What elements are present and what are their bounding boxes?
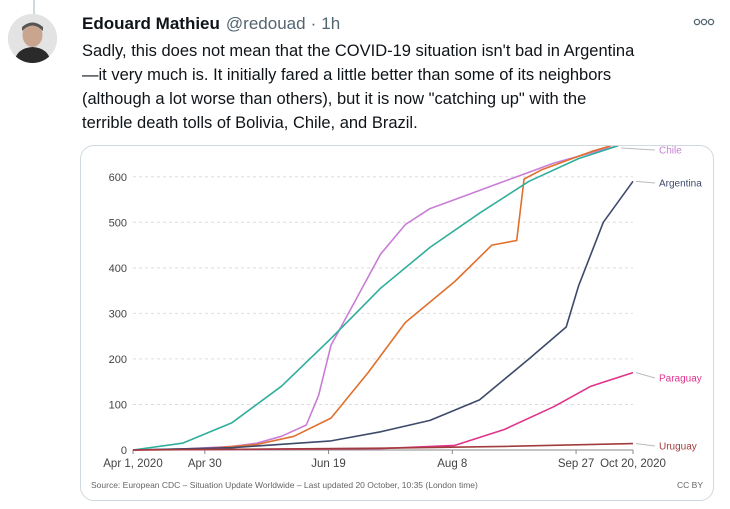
avatar[interactable] [8,14,57,63]
series-label-paraguay: Paraguay [659,374,702,385]
x-tick-label: Jun 19 [311,458,346,470]
label-leader [635,443,656,447]
y-tick-label: 0 [121,445,127,457]
x-tick-label: Apr 30 [188,458,222,470]
chart-grid [133,176,633,451]
series-line-chile [132,146,619,451]
x-tick-label: Oct 20, 2020 [600,458,666,470]
x-tick-label: Aug 8 [437,458,467,470]
x-axis: Apr 1, 2020 Apr 30 Jun 19 Aug 8 Sep 27 Oct 20… [103,449,666,470]
label-leader [621,147,656,151]
y-tick-label: 300 [109,308,127,320]
y-tick-label: 600 [109,172,127,184]
author-handle[interactable]: @redouad [225,14,306,33]
chart-card[interactable]: 0 100 200 300 400 500 600 Apr 1, 2020 Apr 30 Jun… [80,145,714,501]
y-tick-label: 200 [109,354,127,366]
y-tick-label: 400 [109,263,127,275]
series-labels: Chile Argentina Paraguay Uruguay [621,146,702,453]
tweet-text: Sadly, this does not mean that the COVID… [82,42,635,132]
avatar-image [8,14,57,63]
separator-dot: · [310,14,317,33]
tweet-time[interactable]: 1h [321,14,341,33]
tweet-header: Edouard Mathieu @redouad · 1h [82,12,720,36]
series-line-uruguay [132,442,634,451]
chart: 0 100 200 300 400 500 600 Apr 1, 2020 Apr 30 Jun… [91,146,703,490]
series-line-paraguay [132,371,634,451]
series-line-bolivia [132,146,611,451]
series-lines [132,146,634,451]
chart-source: Source: European CDC – Situation Update … [91,480,478,490]
author-name[interactable]: Edouard Mathieu [82,14,220,33]
thread-line [33,0,35,14]
x-tick-label: Sep 27 [558,458,594,470]
chart-license[interactable]: CC BY [677,480,703,490]
y-axis-ticks: 0 100 200 300 400 500 600 [109,172,127,457]
more-icon-glyph [693,18,715,26]
label-leader [635,372,656,379]
more-icon[interactable] [692,10,716,30]
label-leader [635,180,656,184]
series-line-brazil [132,146,619,451]
series-label-chile: Chile [659,146,682,157]
x-tick-label: Apr 1, 2020 [103,458,162,470]
series-line-argentina [132,180,634,451]
y-tick-label: 100 [109,399,127,411]
series-label-uruguay: Uruguay [659,442,697,453]
series-label-argentina: Argentina [659,179,702,190]
y-tick-label: 500 [109,217,127,229]
